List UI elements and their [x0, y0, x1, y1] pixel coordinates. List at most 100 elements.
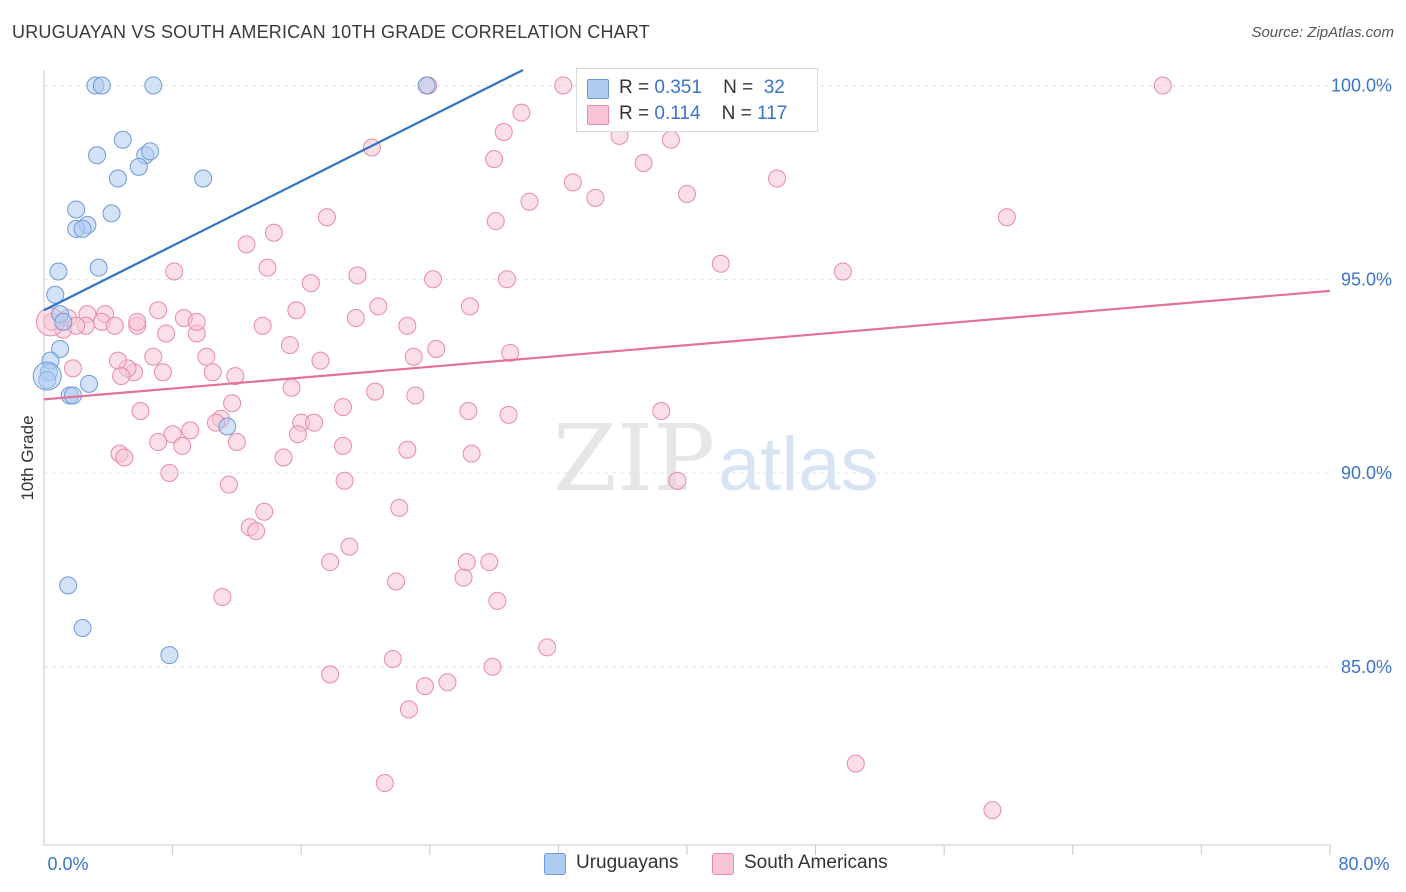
uruguayans-trend-line — [43, 69, 524, 312]
south-americans-point — [317, 208, 336, 227]
south-americans-point — [485, 150, 504, 169]
south-americans-point — [711, 254, 730, 273]
south-americans-point — [149, 433, 168, 451]
south-americans-point — [153, 363, 172, 382]
bottom-legend-swatch-uruguayans — [544, 853, 566, 875]
south-americans-point — [128, 312, 147, 331]
south-americans-point — [362, 138, 381, 157]
south-americans-point — [652, 402, 671, 420]
south-americans-point — [305, 413, 324, 432]
south-americans-point — [538, 638, 557, 657]
south-americans-point — [480, 553, 499, 572]
south-americans-point — [438, 673, 457, 692]
legend-swatch-uruguayans — [587, 79, 609, 99]
trend-lines — [43, 69, 1331, 401]
south-americans-point — [486, 212, 505, 231]
tick-labels: 85.0% 90.0% 95.0% 100.0% 0.0% 80.0% — [47, 76, 1392, 875]
south-americans-point — [131, 402, 150, 420]
uruguayans-point — [89, 258, 108, 277]
south-americans-point — [399, 700, 418, 719]
watermark-atlas: atlas — [718, 422, 879, 507]
south-americans-point — [226, 367, 245, 386]
south-americans-point — [340, 537, 359, 556]
chart-source: Source: ZipAtlas.com — [1251, 24, 1394, 41]
south-americans-point — [366, 382, 385, 401]
south-americans-point — [108, 351, 127, 370]
uruguayans-point — [108, 169, 127, 188]
south-americans-point — [160, 464, 179, 482]
uruguayans-point — [129, 157, 148, 176]
south-americans-point — [115, 448, 134, 467]
legend-r-label: R = — [619, 103, 650, 124]
south-americans-point — [105, 316, 124, 335]
y-tick-label: 95.0% — [1341, 269, 1392, 289]
uruguayans-point — [194, 169, 213, 188]
bottom-legend-swatch-south-americans — [712, 853, 734, 875]
uruguayans-point — [102, 204, 121, 223]
uruguayans-point — [49, 262, 68, 281]
south-americans-point — [983, 801, 1002, 820]
south-americans-point — [668, 471, 687, 490]
uruguayans-point — [92, 76, 111, 95]
south-americans-point — [219, 475, 238, 494]
south-americans-point — [63, 359, 82, 378]
south-americans-point — [213, 588, 232, 606]
south-americans-point — [554, 76, 573, 95]
south-americans-point — [253, 316, 272, 335]
south-americans-point — [274, 448, 293, 467]
south-americans-point — [173, 436, 192, 455]
series-uruguayans — [32, 76, 436, 665]
south-americans-point — [390, 498, 409, 517]
south-americans-point — [375, 774, 394, 792]
south-americans-point — [497, 270, 516, 289]
south-americans-point — [223, 394, 242, 413]
watermark-zip: ZIP — [553, 405, 715, 512]
uruguayans-point — [141, 142, 160, 161]
south-americans-point — [460, 297, 479, 316]
south-americans-point — [563, 173, 582, 192]
south-americans-point — [415, 677, 434, 696]
uruguayans-point — [80, 374, 99, 393]
south-americans-point — [424, 270, 443, 289]
south-americans-point — [462, 444, 481, 463]
south-americans-point — [321, 665, 340, 684]
south-americans-point — [157, 324, 176, 343]
south-americans-point — [586, 188, 605, 207]
series-south-americans — [35, 76, 1172, 820]
south-americans-point — [427, 340, 446, 358]
uruguayans-point — [54, 312, 73, 331]
legend-n-label: N = — [721, 103, 752, 124]
bottom-legend-label-uruguayans: Uruguayans — [576, 852, 679, 873]
south-americans-point — [997, 208, 1016, 227]
south-americans-point — [197, 347, 216, 366]
south-americans-point — [333, 398, 352, 417]
south-americans-point — [346, 309, 365, 327]
south-americans-point — [187, 312, 206, 331]
uruguayans-point — [51, 340, 70, 358]
south-americans-point — [181, 421, 200, 440]
south-americans-point — [846, 754, 865, 773]
south-americans-point — [768, 169, 787, 188]
uruguayans-point — [218, 417, 237, 436]
south-americans-point — [406, 386, 425, 405]
south-americans-point — [311, 351, 330, 370]
south-americans-point — [163, 425, 182, 444]
south-americans-point — [264, 223, 283, 242]
south-americans-point — [483, 657, 502, 676]
uruguayans-point — [417, 76, 436, 95]
legend-swatch-south-americans — [587, 105, 609, 125]
south-americans-point — [112, 367, 131, 386]
chart-title: URUGUAYAN VS SOUTH AMERICAN 10TH GRADE C… — [12, 22, 650, 42]
south-americans-point — [282, 378, 301, 397]
south-americans-point — [501, 343, 520, 362]
south-americans-point — [398, 316, 417, 335]
legend-n-value: 32 — [763, 77, 785, 98]
axes — [43, 70, 1331, 855]
uruguayans-point — [160, 646, 179, 665]
south-americans-point — [387, 572, 406, 591]
uruguayans-point — [59, 576, 78, 595]
legend-r-value: 0.114 — [654, 103, 701, 124]
south-americans-trend-line — [43, 289, 1331, 401]
south-americans-point — [335, 471, 354, 490]
south-americans-point — [520, 192, 539, 211]
